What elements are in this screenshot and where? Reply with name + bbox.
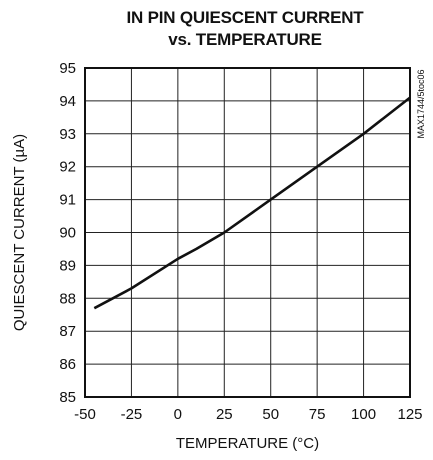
x-tick-label: -25 [121,406,143,423]
x-tick-label: 75 [309,406,326,423]
x-tick-label: 50 [262,406,279,423]
x-tick-label: 100 [351,406,376,423]
y-tick-labels: 85 86 87 88 89 90 91 92 93 94 95 [59,60,76,406]
y-tick-label: 88 [59,290,76,307]
chart-title-line-2: vs. TEMPERATURE [168,30,322,49]
series-line [93,96,411,310]
figure-code: MAX1744/5toc06 [416,69,426,138]
y-tick-label: 86 [59,356,76,373]
y-tick-label: 90 [59,225,76,242]
y-tick-label: 89 [59,257,76,274]
y-tick-label: 92 [59,159,76,176]
y-tick-label: 95 [59,60,76,77]
y-tick-label: 94 [59,93,76,110]
y-axis-label: QUIESCENT CURRENT (µA) [11,134,28,331]
x-tick-label: 0 [174,406,182,423]
y-tick-label: 93 [59,126,76,143]
x-tick-label: 25 [216,406,233,423]
series-group [93,96,411,310]
plot-frame [84,67,411,398]
y-tick-label: 87 [59,323,76,340]
grid [85,68,410,397]
x-tick-label: 125 [397,406,422,423]
x-tick-labels: -50 -25 0 25 50 75 100 125 [74,406,422,423]
y-tick-label: 91 [59,192,76,209]
x-tick-label: -50 [74,406,96,423]
y-tick-label: 85 [59,389,76,406]
x-axis-label: TEMPERATURE (°C) [176,435,319,452]
chart-title-line-1: IN PIN QUIESCENT CURRENT [126,8,364,27]
